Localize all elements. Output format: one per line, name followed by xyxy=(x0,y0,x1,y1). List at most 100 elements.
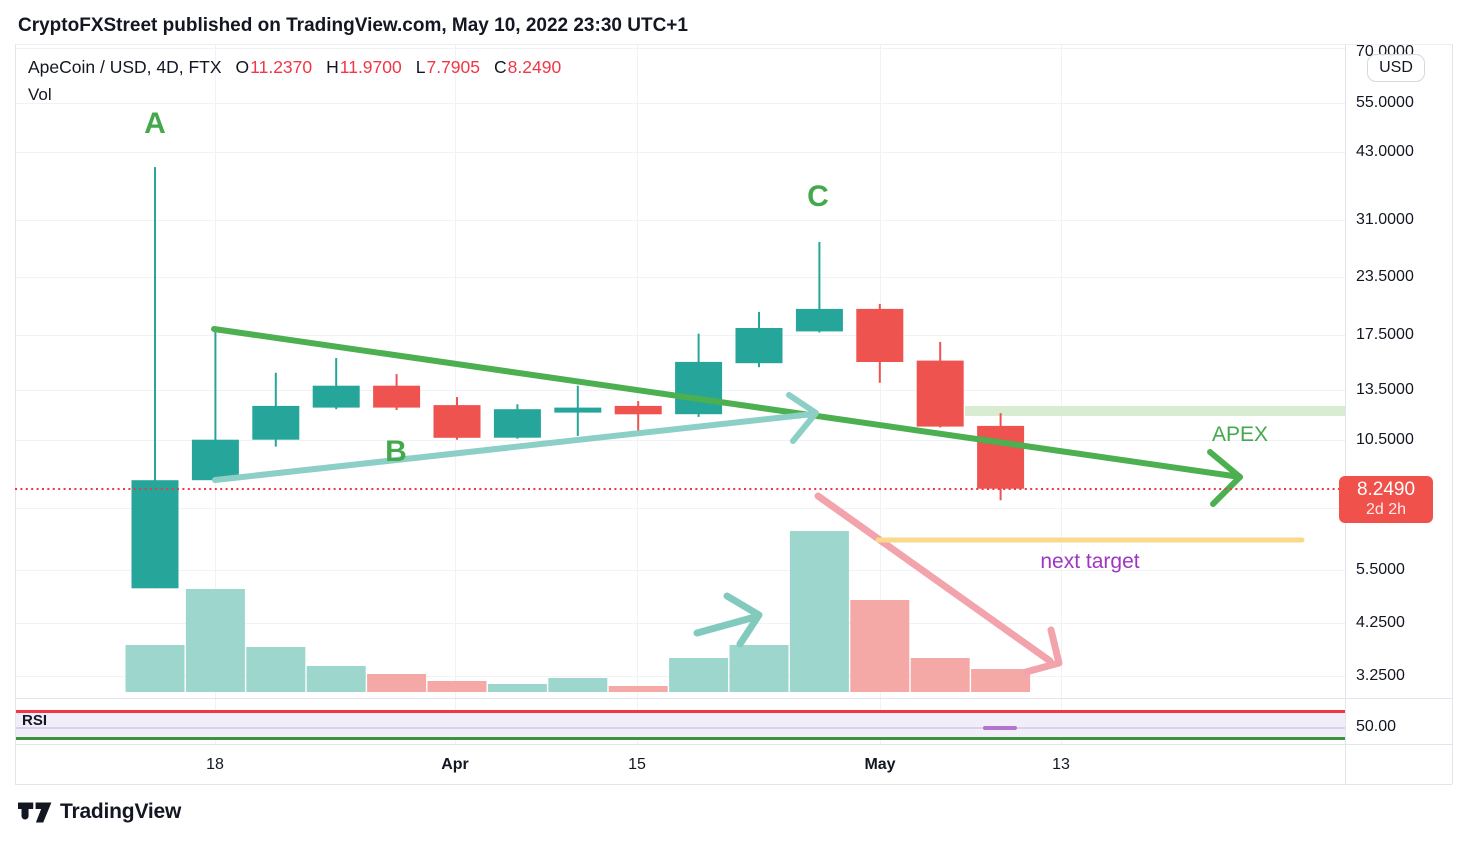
h-gridline xyxy=(15,152,1345,153)
pane-separator[interactable] xyxy=(15,698,1452,699)
volume-spike-arrow-arrowhead xyxy=(723,592,763,648)
last-price-value: 8.2490 xyxy=(1356,479,1416,501)
candle-body xyxy=(373,385,421,408)
volume-bar xyxy=(548,678,608,692)
symbol-title: ApeCoin / USD, 4D, FTX xyxy=(28,57,222,77)
time-tick: 18 xyxy=(206,756,224,773)
plot-left-border xyxy=(15,44,16,784)
triangle-upper-trendline[interactable] xyxy=(211,326,1243,480)
price-tick: 31.0000 xyxy=(1356,211,1414,228)
time-axis-top-border xyxy=(15,744,1452,745)
v-gridline xyxy=(455,44,456,744)
breakdown-arrow-arrowhead xyxy=(1022,626,1063,676)
time-axis[interactable] xyxy=(15,744,1452,784)
volume-legend: Vol xyxy=(28,85,52,104)
v-gridline xyxy=(880,44,881,744)
volume-bar xyxy=(487,684,547,692)
time-axis-bottom-border xyxy=(15,784,1452,785)
annotation-c[interactable]: C xyxy=(807,180,829,213)
rsi-legend: RSI xyxy=(22,712,48,729)
candle-wick xyxy=(335,358,338,410)
candle-body xyxy=(795,308,843,332)
volume-bar xyxy=(669,658,729,692)
candle-body xyxy=(735,328,783,364)
annotation-b[interactable]: B xyxy=(385,435,407,468)
price-tick: 10.5000 xyxy=(1356,431,1414,448)
volume-bar xyxy=(427,681,487,692)
volume-bar xyxy=(367,674,427,692)
triangle-lower-trendline[interactable] xyxy=(212,411,816,483)
price-tick: 13.5000 xyxy=(1356,381,1414,398)
bar-countdown: 2d 2h xyxy=(1365,501,1407,519)
annotation-apex[interactable]: APEX xyxy=(1211,423,1269,446)
rsi-highlight-segment xyxy=(983,726,1017,730)
ohlc-high: H11.9700 xyxy=(326,57,402,77)
tradingview-logo[interactable]: TradingView xyxy=(18,800,181,824)
tradingview-logo-text: TradingView xyxy=(60,800,182,823)
ohlc-low: L7.7905 xyxy=(415,57,481,77)
candle-body xyxy=(977,425,1025,489)
candle-body xyxy=(554,407,602,413)
triangle-upper-trendline-arrowhead xyxy=(1207,449,1243,507)
candle-body xyxy=(493,409,541,438)
rsi-level-label: 50.00 xyxy=(1356,718,1397,735)
ohlc-open: O11.2370 xyxy=(235,57,313,77)
time-tick: May xyxy=(864,756,896,773)
ohlc-close: C8.2490 xyxy=(494,57,562,77)
candle-body xyxy=(916,360,964,427)
candle-body xyxy=(312,385,360,408)
tradingview-logo-icon xyxy=(18,802,52,822)
breakdown-arrow[interactable] xyxy=(814,492,1054,665)
annotation-a[interactable]: A xyxy=(144,107,166,140)
price-axis-left-border xyxy=(1345,44,1346,784)
chart-top-border xyxy=(15,44,1452,45)
currency-toggle-button[interactable]: USD xyxy=(1367,54,1425,82)
h-gridline xyxy=(15,48,1345,49)
v-gridline xyxy=(1061,44,1062,744)
time-tick: 15 xyxy=(628,756,646,773)
candle-body xyxy=(131,480,179,589)
candle-wick xyxy=(637,401,640,434)
v-gridline xyxy=(637,44,638,744)
volume-bar xyxy=(971,669,1031,692)
h-gridline xyxy=(15,103,1345,104)
price-tick: 43.0000 xyxy=(1356,143,1414,160)
last-price-badge: 8.2490 2d 2h xyxy=(1339,476,1433,523)
price-tick: 3.2500 xyxy=(1356,667,1405,684)
price-tick: 4.2500 xyxy=(1356,614,1405,631)
rsi-plot-line xyxy=(15,727,1345,729)
candle-body xyxy=(614,405,662,415)
candle-wick xyxy=(214,328,217,481)
h-gridline xyxy=(15,508,1345,509)
volume-bar xyxy=(246,647,306,692)
candle-body xyxy=(675,361,723,415)
h-gridline xyxy=(15,570,1345,571)
volume-spike-arrow[interactable] xyxy=(693,613,759,637)
volume-bar xyxy=(850,600,910,692)
h-gridline xyxy=(15,220,1345,221)
h-gridline xyxy=(15,277,1345,278)
candle-body xyxy=(252,405,300,440)
candle-body xyxy=(856,308,904,362)
volume-bar xyxy=(608,686,668,692)
h-gridline xyxy=(15,623,1345,624)
volume-bar xyxy=(306,666,366,692)
rsi-upper-band-line xyxy=(15,710,1345,713)
rsi-band-fill xyxy=(15,713,1345,737)
volume-bar xyxy=(789,531,849,692)
annotation-next-target[interactable]: next target xyxy=(1040,550,1140,573)
volume-bar xyxy=(910,658,970,692)
volume-bar xyxy=(729,645,789,692)
h-gridline xyxy=(15,440,1345,441)
h-gridline xyxy=(15,335,1345,336)
symbol-legend[interactable]: ApeCoin / USD, 4D, FTX O11.2370 H11.9700… xyxy=(28,57,561,78)
price-tick: 55.0000 xyxy=(1356,94,1414,111)
triangle-lower-trendline-arrowhead xyxy=(786,392,819,444)
rsi-lower-band-line xyxy=(15,737,1345,740)
candle-body xyxy=(433,405,481,438)
attribution-text: CryptoFXStreet published on TradingView.… xyxy=(18,15,688,36)
resistance-zone-band[interactable] xyxy=(965,406,1345,416)
price-tick: 17.5000 xyxy=(1356,326,1414,343)
